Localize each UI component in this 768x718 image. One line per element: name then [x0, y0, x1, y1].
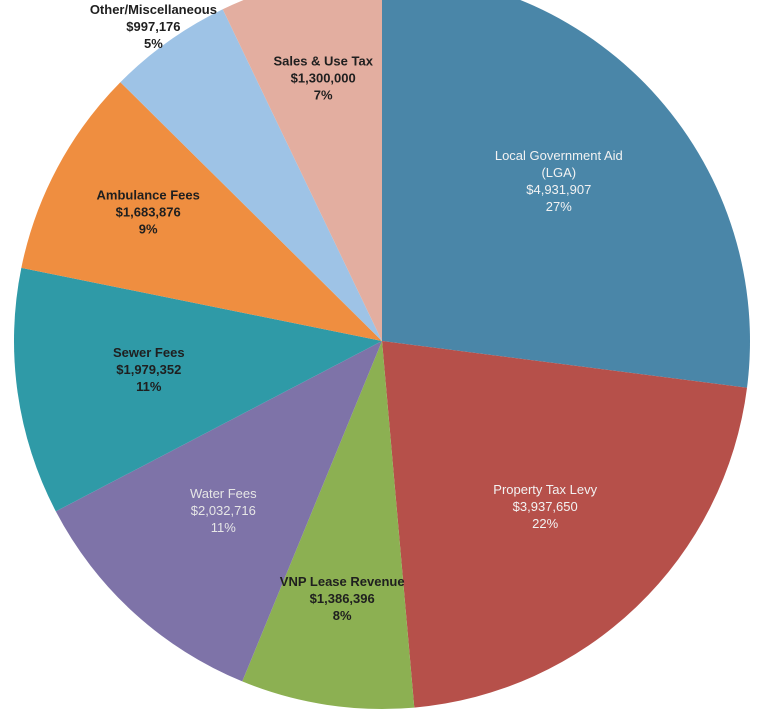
pie-label-percent: 8%: [333, 608, 352, 623]
pie-label-percent: 7%: [314, 88, 333, 103]
pie-label-name: Property Tax Levy: [493, 482, 597, 497]
pie-label-value: $1,979,352: [116, 362, 181, 377]
pie-label-name: Ambulance Fees: [97, 187, 200, 202]
pie-label-value: $3,937,650: [513, 499, 578, 514]
pie-label-local-government-aid-lga: Local Government Aid (LGA) $4,931,907 27%: [495, 148, 623, 214]
pie-label-percent: 11%: [136, 379, 162, 394]
pie-label-percent: 27%: [546, 199, 572, 214]
pie-label-percent: 5%: [144, 36, 163, 51]
pie-slice-ambulance-fees: [21, 82, 383, 341]
pie-label-water-fees: Water Fees $2,032,716 11%: [190, 486, 257, 535]
pie-label-sewer-fees: Sewer Fees $1,979,352 11%: [113, 345, 185, 394]
pie-label-value: $1,386,396: [310, 591, 375, 606]
pie-label-value: $997,176: [126, 19, 180, 34]
pie-slice-sales-use-tax: [222, 0, 382, 341]
pie-label-property-tax-levy: Property Tax Levy $3,937,650 22%: [493, 482, 597, 531]
pie-label-percent: 22%: [532, 516, 558, 531]
pie-slice-sewer-fees: [13, 267, 383, 512]
pie-label-name: VNP Lease Revenue: [280, 574, 405, 589]
pie-label-sales-use-tax: Sales & Use Tax $1,300,000 7%: [273, 54, 373, 103]
pie-label-value: $1,300,000: [291, 71, 356, 86]
pie-label-other-miscellaneous: Other/Miscellaneous $997,176 5%: [90, 2, 217, 51]
pie-slice-other-miscellaneous: [120, 9, 382, 341]
pie-slice-property-tax-levy: [382, 341, 748, 708]
pie-label-percent: 9%: [139, 221, 158, 236]
pie-labels: Local Government Aid (LGA) $4,931,907 27% Pr…: [90, 2, 623, 623]
pie-label-ambulance-fees: Ambulance Fees $1,683,876 9%: [97, 187, 200, 236]
pie-label-name: Other/Miscellaneous: [90, 2, 217, 17]
pie-slice-vnp-lease-revenue: [242, 341, 415, 709]
pie-label-name: Local Government Aid: [495, 148, 623, 163]
pie-label-name: Sales & Use Tax: [273, 54, 373, 69]
pie-slice-water-fees: [55, 341, 382, 682]
pie-label-value: $4,931,907: [526, 182, 591, 197]
pie-label-vnp-lease-revenue: VNP Lease Revenue $1,386,396 8%: [280, 574, 405, 623]
pie-label-value: $1,683,876: [116, 204, 181, 219]
pie-slice-local-government-aid-lga: [382, 0, 750, 388]
pie-label-percent: 11%: [211, 520, 236, 535]
pie-label-name: (LGA): [541, 165, 576, 180]
pie-slices: [13, 0, 750, 709]
pie-label-name: Sewer Fees: [113, 345, 185, 360]
pie-label-name: Water Fees: [190, 486, 257, 501]
pie-label-value: $2,032,716: [191, 503, 256, 518]
